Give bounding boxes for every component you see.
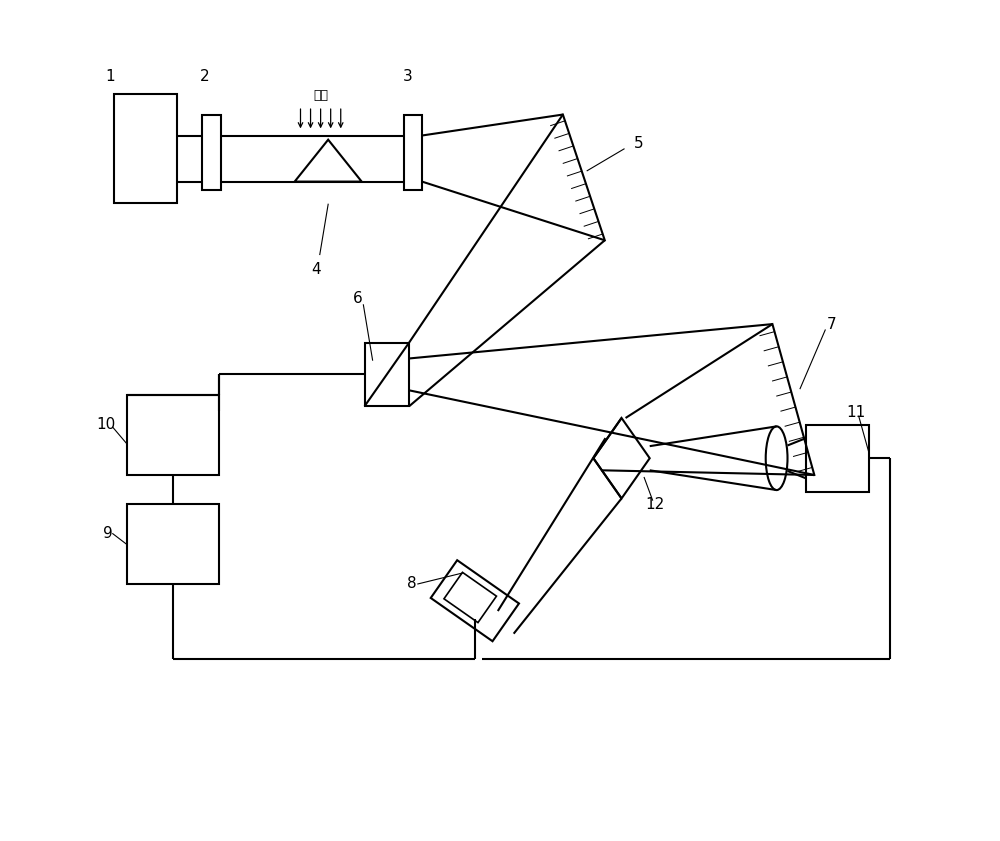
- Bar: [127, 395, 219, 475]
- Text: 11: 11: [847, 405, 866, 420]
- Text: 气流: 气流: [313, 89, 328, 102]
- Bar: [444, 573, 496, 622]
- Bar: [127, 505, 219, 584]
- Text: 4: 4: [311, 262, 320, 278]
- Bar: [114, 93, 177, 203]
- Text: 1: 1: [105, 69, 115, 84]
- Text: 6: 6: [353, 292, 362, 306]
- Text: 2: 2: [200, 69, 210, 84]
- Text: 7: 7: [826, 316, 836, 331]
- Text: 5: 5: [633, 136, 643, 151]
- Bar: [202, 114, 221, 190]
- Text: 8: 8: [407, 576, 417, 591]
- Text: 3: 3: [403, 69, 413, 84]
- Bar: [404, 114, 422, 190]
- Bar: [431, 560, 519, 641]
- Text: 12: 12: [645, 497, 665, 512]
- Text: 9: 9: [103, 526, 113, 541]
- Bar: [806, 425, 869, 492]
- Text: 10: 10: [96, 417, 116, 432]
